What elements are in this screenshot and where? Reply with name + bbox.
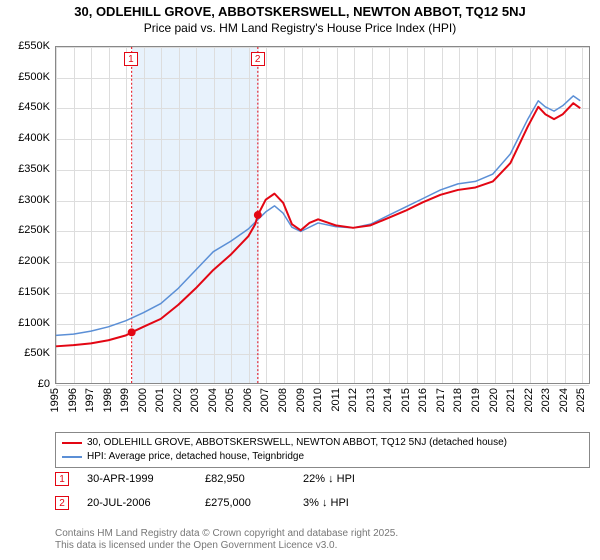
y-tick-label: £150K [0,286,50,298]
x-tick-label: 2002 [172,388,184,412]
x-tick-label: 2015 [400,388,412,412]
x-tick-label: 2018 [452,388,464,412]
x-tick-label: 1999 [119,388,131,412]
x-tick-label: 2014 [382,388,394,412]
y-tick-label: £250K [0,224,50,236]
x-tick-label: 2012 [347,388,359,412]
footer-line1: Contains HM Land Registry data © Crown c… [55,528,398,540]
sale-date: 30-APR-1999 [87,473,187,485]
x-tick-label: 2004 [207,388,219,412]
x-tick-label: 2011 [330,388,342,412]
sale-row: 1 30-APR-1999 £82,950 22% ↓ HPI [55,472,355,486]
x-tick-label: 2017 [435,388,447,412]
y-tick-label: £50K [0,347,50,359]
x-tick-label: 1996 [67,388,79,412]
x-tick-label: 2000 [137,388,149,412]
legend-swatch [62,456,82,458]
x-tick-label: 2021 [505,388,517,412]
y-tick-label: £350K [0,163,50,175]
x-tick-label: 2003 [189,388,201,412]
legend-swatch [62,442,82,444]
sale-diff: 22% ↓ HPI [303,473,355,485]
sale-row: 2 20-JUL-2006 £275,000 3% ↓ HPI [55,496,349,510]
x-tick-label: 1998 [102,388,114,412]
y-tick-label: £300K [0,194,50,206]
x-tick-label: 2006 [242,388,254,412]
legend-label: 30, ODLEHILL GROVE, ABBOTSKERSWELL, NEWT… [87,436,507,450]
x-tick-label: 2019 [470,388,482,412]
event-badge: 1 [124,52,138,66]
y-tick-label: £0 [0,378,50,390]
series-svg [56,47,589,383]
x-tick-label: 2007 [259,388,271,412]
sale-price: £275,000 [205,497,285,509]
sale-price: £82,950 [205,473,285,485]
legend-label: HPI: Average price, detached house, Teig… [87,450,304,464]
x-tick-label: 2009 [295,388,307,412]
x-tick-label: 2005 [224,388,236,412]
legend-item-property: 30, ODLEHILL GROVE, ABBOTSKERSWELL, NEWT… [62,436,583,450]
sale-diff: 3% ↓ HPI [303,497,349,509]
y-tick-label: £550K [0,40,50,52]
x-tick-label: 2024 [558,388,570,412]
y-tick-label: £200K [0,255,50,267]
legend-item-hpi: HPI: Average price, detached house, Teig… [62,450,583,464]
chart-title: 30, ODLEHILL GROVE, ABBOTSKERSWELL, NEWT… [0,0,600,19]
y-tick-label: £100K [0,317,50,329]
x-tick-label: 2016 [417,388,429,412]
x-tick-label: 2022 [523,388,535,412]
y-tick-label: £500K [0,71,50,83]
y-tick-label: £400K [0,132,50,144]
x-tick-label: 2020 [488,388,500,412]
legend: 30, ODLEHILL GROVE, ABBOTSKERSWELL, NEWT… [55,432,590,468]
x-tick-label: 2023 [540,388,552,412]
x-tick-label: 1995 [49,388,61,412]
x-tick-label: 2010 [312,388,324,412]
sale-badge: 1 [55,472,69,486]
x-tick-label: 2001 [154,388,166,412]
sale-badge: 2 [55,496,69,510]
y-tick-label: £450K [0,101,50,113]
x-tick-label: 2013 [365,388,377,412]
x-tick-label: 2008 [277,388,289,412]
event-badge: 2 [251,52,265,66]
chart-subtitle: Price paid vs. HM Land Registry's House … [0,19,600,35]
footer-attribution: Contains HM Land Registry data © Crown c… [55,528,398,552]
x-tick-label: 1997 [84,388,96,412]
chart-container: 30, ODLEHILL GROVE, ABBOTSKERSWELL, NEWT… [0,0,600,560]
footer-line2: This data is licensed under the Open Gov… [55,540,398,552]
plot-area [55,46,590,384]
x-tick-label: 2025 [575,388,587,412]
sale-date: 20-JUL-2006 [87,497,187,509]
